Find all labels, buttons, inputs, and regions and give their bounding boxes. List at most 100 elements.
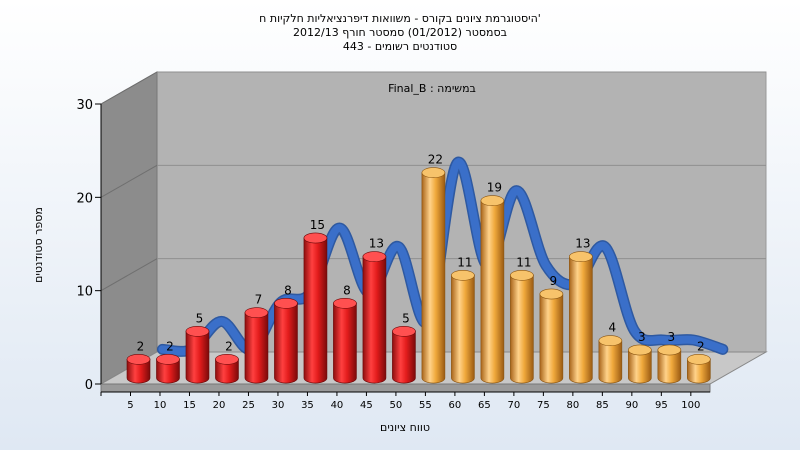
bar-body (451, 275, 475, 384)
bar-cap (657, 344, 682, 356)
bar-body (628, 349, 652, 384)
bar-body (126, 359, 151, 384)
x-tick-label: 45 (360, 400, 373, 411)
bar-cap (244, 307, 269, 319)
bar (392, 325, 416, 384)
bar-cap (156, 353, 180, 365)
bar-value-label: 2 (137, 339, 145, 353)
x-tick-label: 55 (419, 400, 432, 411)
x-tick-label: 100 (681, 400, 700, 411)
x-tick-label: 80 (566, 400, 579, 411)
chart-title-line-3: סטודנטים רשומים - 443 (342, 40, 458, 53)
x-tick-label: 95 (655, 400, 668, 411)
x-tick-label: 75 (537, 400, 550, 411)
x-tick-label: 90 (625, 400, 638, 411)
bar-value-label: 2 (166, 339, 174, 353)
bar (215, 353, 239, 384)
x-tick-label: 20 (213, 400, 226, 411)
chart-title-line-2: בסמסטר (01/2012) סמסטר חורף 2012/13 (293, 26, 507, 39)
bar (274, 297, 298, 384)
bar-body (480, 200, 505, 384)
bar-value-label: 9 (550, 274, 558, 288)
bar (362, 251, 387, 384)
chart-subtitle: Final_B : במשימה (388, 82, 476, 95)
bar-cap (126, 353, 151, 365)
bar-body (421, 172, 446, 384)
bar-cap (392, 325, 416, 337)
grid-line-side (100, 258, 158, 292)
x-tick-label: 25 (242, 400, 255, 411)
bar-value-label: 15 (310, 218, 325, 232)
bar-cap (333, 297, 357, 309)
bar-value-label: 2 (225, 339, 233, 353)
bar-value-label: 7 (255, 293, 263, 307)
x-tick-label: 35 (301, 400, 314, 411)
bar-layer (126, 167, 711, 384)
grid-layer (100, 71, 766, 292)
bar (510, 269, 534, 384)
x-tick-label: 30 (272, 400, 285, 411)
bar-body (185, 331, 210, 384)
bar-value-label: 5 (402, 311, 410, 325)
bar-cap (510, 269, 534, 281)
bar-body (687, 359, 711, 384)
y-tick-label: 20 (76, 191, 93, 206)
bar (687, 353, 711, 384)
y-tick-label: 0 (85, 378, 93, 393)
x-tick-label: 15 (183, 400, 196, 411)
bar (480, 195, 505, 384)
bar-cap (569, 251, 593, 263)
bar-cap (598, 335, 623, 347)
bar (569, 251, 593, 384)
bar-body (156, 359, 180, 384)
bar (421, 167, 446, 384)
bar (657, 344, 682, 384)
bar-body (244, 312, 269, 384)
bar-value-label: 2 (697, 339, 705, 353)
x-tick-label: 70 (508, 400, 521, 411)
bar (333, 297, 357, 384)
chart-side-wall (100, 71, 158, 385)
bar (185, 325, 210, 384)
x-tick-label: 10 (154, 400, 167, 411)
x-tick-label: 40 (331, 400, 344, 411)
grid-line-side (100, 164, 158, 198)
bar-body (510, 275, 534, 384)
x-tick-label: 5 (127, 400, 133, 411)
bar-value-label: 3 (638, 330, 646, 344)
bar (244, 307, 269, 384)
bar-value-label: 4 (609, 321, 617, 335)
x-axis-title: טווח ציונים (380, 421, 430, 434)
bar-body (274, 303, 298, 384)
bar-value-label: 13 (575, 237, 590, 251)
bar-cap (362, 251, 387, 263)
bar (598, 335, 623, 384)
y-tick-label: 30 (76, 98, 93, 113)
bar-cap (274, 297, 298, 309)
bar (451, 269, 475, 384)
bar-value-label: 22 (428, 153, 443, 167)
bar-cap (539, 288, 564, 300)
bar (628, 344, 652, 384)
bar-value-label: 13 (369, 237, 384, 251)
bar-value-label: 8 (284, 283, 292, 297)
bar-body (303, 237, 328, 384)
bar-cap (687, 353, 711, 365)
bar-cap (185, 325, 210, 337)
bar-value-label: 8 (343, 283, 351, 297)
bar-body (392, 331, 416, 384)
bar-cap (628, 344, 652, 356)
bar-cap (215, 353, 239, 365)
bar-body (539, 293, 564, 384)
bar-value-label: 3 (668, 330, 676, 344)
y-axis-title: מספר סטודנטים (32, 207, 45, 283)
bar-cap (421, 167, 446, 179)
bar-body (657, 349, 682, 384)
chart-floor-front (100, 383, 711, 393)
bar-body (569, 256, 593, 384)
bar-value-label: 11 (516, 255, 531, 269)
bar-body (215, 359, 239, 384)
bar (126, 353, 151, 384)
bar-body (598, 340, 623, 384)
